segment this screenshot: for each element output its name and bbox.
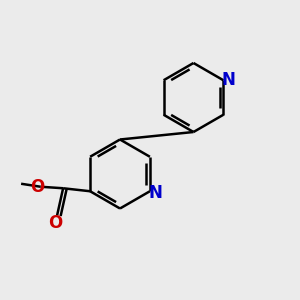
Text: O: O: [49, 214, 63, 232]
Text: O: O: [31, 178, 45, 196]
Text: N: N: [222, 71, 236, 89]
Text: N: N: [148, 184, 162, 202]
